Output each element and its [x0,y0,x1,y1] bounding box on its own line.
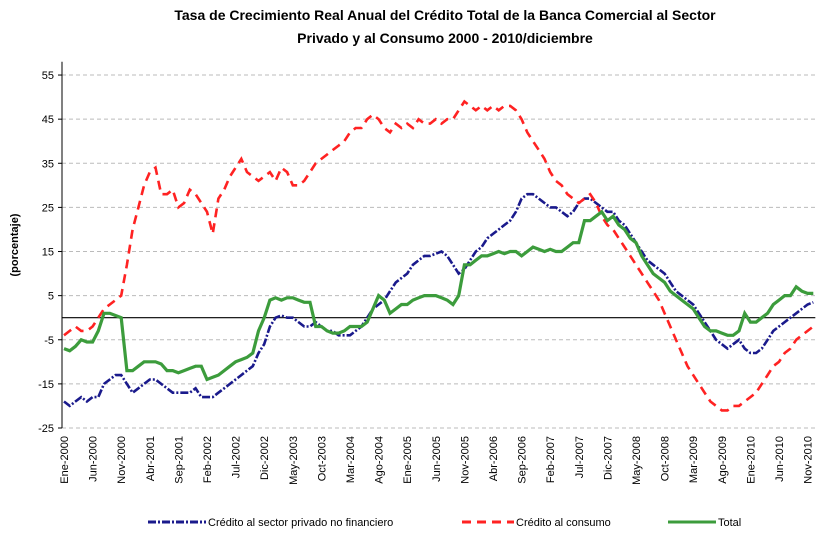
x-tick-label: Abr-2006 [488,436,500,481]
chart-subtitle: Privado y al Consumo 2000 - 2010/diciemb… [297,30,593,46]
y-tick-label: 25 [42,202,54,214]
x-tick-label: Jun-2000 [88,436,100,482]
x-tick-label: Jul-2007 [574,436,586,478]
x-tick-label: Nov-2005 [459,436,471,484]
x-tick-label: Oct-2008 [660,436,672,481]
x-tick-label: Sep-2001 [173,436,185,484]
x-tick-label: Oct-2003 [316,436,328,481]
x-tick-label: Ago-2009 [717,436,729,484]
x-tick-label: Abr-2001 [145,436,157,481]
y-tick-label: -5 [44,335,54,347]
x-tick-label: May-2003 [288,436,300,485]
x-tick-label: Ago-2004 [374,436,386,484]
y-tick-label: 35 [42,158,54,170]
series-line [63,209,814,382]
y-tick-label: -15 [38,379,54,391]
series-line [63,99,815,412]
x-tick-label: Sep-2006 [517,436,529,484]
x-tick-label: Mar-2004 [345,436,357,483]
x-tick-label: Ene-2000 [59,436,71,484]
x-tick-label: Dic-2007 [602,436,614,480]
x-tick-label: Jun-2005 [431,436,443,482]
x-tick-label: Jul-2002 [231,436,243,478]
x-tick-label: Feb-2002 [202,436,214,483]
x-tick-label: Jun-2010 [774,436,786,482]
x-tick-label: Dic-2002 [259,436,271,480]
y-tick-label: 15 [42,247,54,259]
legend-label: Crédito al sector privado no financiero [208,517,393,529]
y-tick-label: 55 [42,70,54,82]
chart-title: Tasa de Crecimiento Real Anual del Crédi… [174,7,716,23]
y-tick-label: 45 [42,114,54,126]
series-line [63,192,814,408]
x-tick-label: Mar-2009 [688,436,700,483]
x-tick-label: Nov-2000 [116,436,128,484]
legend-label: Crédito al consumo [516,517,611,529]
legend-label: Total [718,517,741,529]
x-tick-label: Ene-2005 [402,436,414,484]
y-tick-label: -25 [38,423,54,435]
y-axis-label: (porcentaje) [9,213,21,276]
y-tick-label: 5 [48,291,54,303]
x-tick-label: Nov-2010 [803,436,815,484]
x-tick-label: Feb-2007 [545,436,557,483]
x-tick-label: May-2008 [631,436,643,485]
x-tick-label: Ene-2010 [745,436,757,484]
